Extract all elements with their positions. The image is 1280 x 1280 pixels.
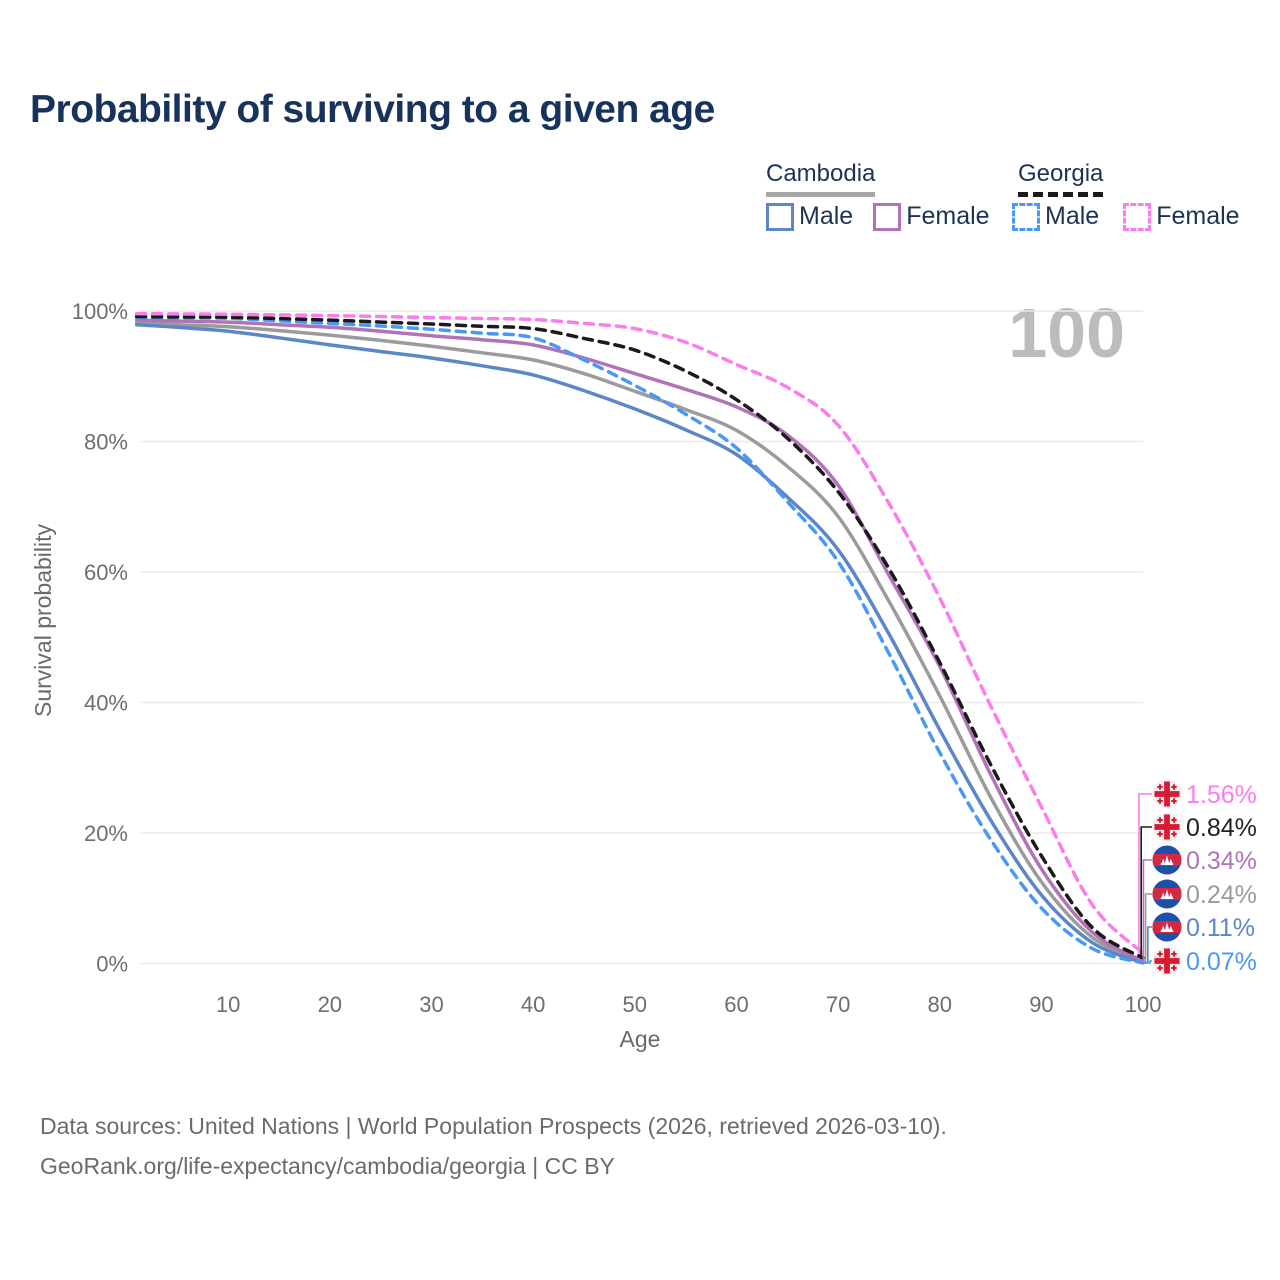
end-value-label: 0.34% bbox=[1186, 847, 1257, 875]
x-tick-60: 60 bbox=[724, 992, 748, 1017]
series-line-cambodia-male[interactable] bbox=[134, 322, 1145, 965]
legend-label: Male bbox=[1045, 202, 1100, 230]
x-axis-title: Age bbox=[619, 1026, 661, 1052]
cambodia-temple bbox=[1164, 855, 1170, 864]
y-tick-80: 80% bbox=[84, 430, 128, 455]
cambodia-flag-group bbox=[1152, 845, 1182, 875]
cambodia-temple bbox=[1169, 892, 1173, 898]
end-label-georgia-both: 0.84% bbox=[1140, 812, 1257, 959]
footer: Data sources: United Nations | World Pop… bbox=[40, 1106, 947, 1186]
x-tick-50: 50 bbox=[623, 992, 647, 1017]
legend-label: Female bbox=[1156, 202, 1240, 230]
series-line-georgia-female[interactable] bbox=[134, 311, 1145, 956]
georgia-small-cross bbox=[1159, 784, 1161, 790]
georgia-small-cross bbox=[1173, 784, 1175, 790]
georgia-cross-h bbox=[1154, 958, 1180, 964]
legend-item-georgia-male[interactable]: Male bbox=[1012, 202, 1099, 231]
end-value-label: 1.56% bbox=[1186, 781, 1257, 809]
cambodia-temple bbox=[1161, 925, 1165, 931]
georgia-small-cross bbox=[1173, 817, 1175, 823]
legend-item-cambodia-female[interactable]: Female bbox=[873, 202, 990, 231]
georgia-small-cross bbox=[1159, 951, 1161, 957]
cambodia-temple-base bbox=[1160, 863, 1174, 865]
legend-swatch-cambodia-male bbox=[766, 202, 794, 231]
leader-line bbox=[1140, 826, 1152, 959]
legend-swatch-georgia-female bbox=[1123, 202, 1152, 231]
cambodia-temple bbox=[1164, 922, 1170, 931]
cambodia-temple bbox=[1161, 858, 1165, 864]
georgia-small-cross bbox=[1173, 951, 1175, 957]
end-value-label: 0.07% bbox=[1186, 948, 1257, 976]
georgia-cross-h bbox=[1154, 791, 1180, 797]
cambodia-flag-group bbox=[1152, 879, 1182, 909]
cambodia-temple bbox=[1161, 892, 1165, 898]
series-line-cambodia-both[interactable] bbox=[134, 320, 1145, 964]
cambodia-temple bbox=[1164, 889, 1170, 898]
end-label-cambodia-male: 0.11% bbox=[1143, 912, 1255, 964]
x-tick-90: 90 bbox=[1029, 992, 1053, 1017]
legend-row-georgia: Male Female bbox=[1012, 202, 1240, 231]
series-line-georgia-male[interactable] bbox=[134, 315, 1145, 965]
legend-label: Female bbox=[906, 202, 990, 230]
legend-group-georgia: Georgia bbox=[1018, 160, 1104, 197]
x-tick-30: 30 bbox=[419, 992, 443, 1017]
y-tick-60: 60% bbox=[84, 560, 128, 585]
y-tick-100: 100% bbox=[72, 299, 128, 324]
footer-data-sources: Data sources: United Nations | World Pop… bbox=[40, 1113, 947, 1139]
end-label-cambodia-female: 0.34% bbox=[1142, 845, 1257, 963]
georgia-small-cross bbox=[1173, 965, 1175, 971]
georgia-small-cross bbox=[1173, 831, 1175, 837]
cambodia-temple bbox=[1169, 925, 1173, 931]
end-label-georgia-male: 0.07% bbox=[1143, 946, 1257, 976]
footer-attribution: GeoRank.org/life-expectancy/cambodia/geo… bbox=[40, 1153, 615, 1179]
legend-row-cambodia: Male Female bbox=[766, 202, 990, 231]
y-tick-40: 40% bbox=[84, 691, 128, 716]
end-value-label: 0.24% bbox=[1186, 881, 1257, 909]
end-value-label: 0.84% bbox=[1186, 814, 1257, 842]
georgia-small-cross bbox=[1159, 817, 1161, 823]
age-watermark: 100 bbox=[1008, 294, 1125, 372]
georgia-small-cross bbox=[1173, 798, 1175, 804]
georgia-cross-h bbox=[1154, 824, 1180, 830]
y-tick-0: 0% bbox=[96, 952, 128, 977]
georgia-small-cross bbox=[1159, 965, 1161, 971]
legend-item-cambodia-male[interactable]: Male bbox=[766, 202, 853, 231]
legend-swatch-georgia-male bbox=[1012, 202, 1040, 231]
leader-line bbox=[1143, 893, 1152, 963]
leader-line bbox=[1143, 960, 1152, 964]
cambodia-flag-group bbox=[1152, 912, 1182, 942]
x-tick-20: 20 bbox=[318, 992, 342, 1017]
series-line-georgia-both[interactable] bbox=[134, 314, 1145, 960]
cambodia-temple-base bbox=[1160, 930, 1174, 932]
end-label-georgia-female: 1.56% bbox=[1138, 779, 1257, 955]
x-tick-100: 100 bbox=[1125, 992, 1162, 1017]
georgia-small-cross bbox=[1159, 831, 1161, 837]
legend-group-cambodia: Cambodia bbox=[766, 160, 876, 197]
x-tick-70: 70 bbox=[826, 992, 850, 1017]
page-title: Probability of surviving to a given age bbox=[30, 88, 715, 131]
x-tick-10: 10 bbox=[216, 992, 240, 1017]
x-tick-40: 40 bbox=[521, 992, 545, 1017]
y-tick-20: 20% bbox=[84, 821, 128, 846]
legend-label: Male bbox=[799, 202, 854, 230]
series-line-cambodia-female[interactable] bbox=[134, 318, 1145, 964]
legend-item-georgia-female[interactable]: Female bbox=[1123, 202, 1240, 231]
cambodia-temple bbox=[1169, 858, 1173, 864]
cambodia-temple-base bbox=[1160, 897, 1174, 899]
x-tick-80: 80 bbox=[928, 992, 952, 1017]
end-label-cambodia-both: 0.24% bbox=[1143, 879, 1257, 963]
end-value-label: 0.11% bbox=[1186, 914, 1255, 942]
georgia-small-cross bbox=[1159, 798, 1161, 804]
legend-swatch-cambodia-female bbox=[873, 202, 902, 231]
